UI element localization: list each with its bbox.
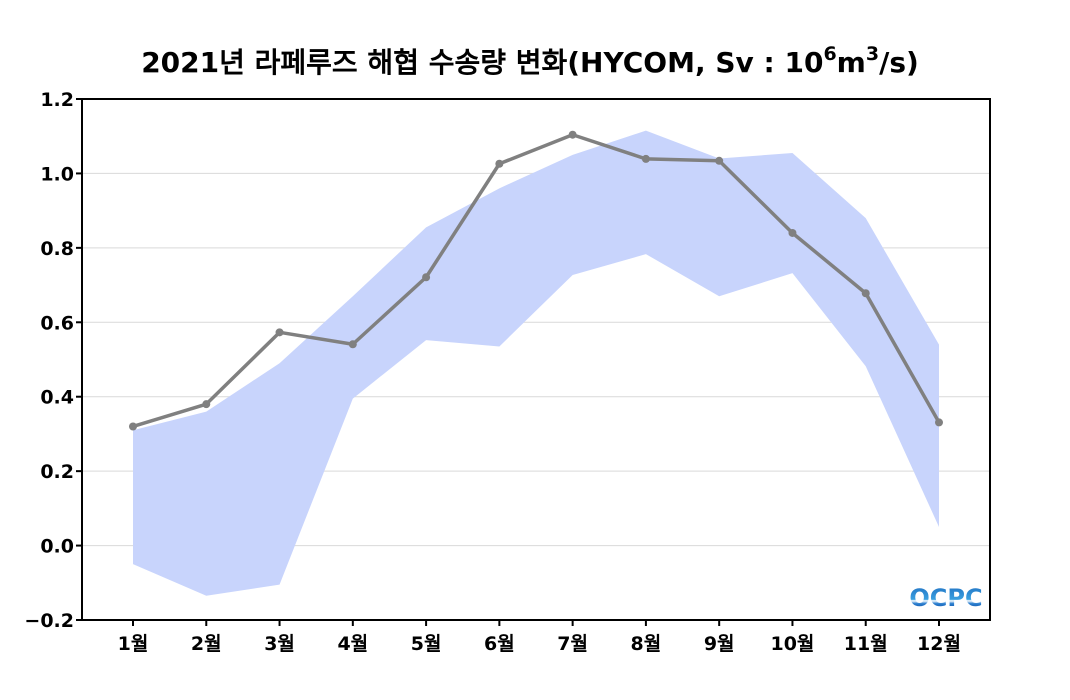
data-point — [935, 418, 943, 427]
data-point — [202, 400, 211, 409]
x-tick-label: 3월 — [264, 633, 295, 655]
range-band-area — [133, 130, 939, 596]
y-tick-label: 0.2 — [40, 461, 74, 483]
x-tick-label: 12월 — [917, 633, 961, 655]
x-tick-label: 5월 — [411, 633, 442, 655]
data-point — [495, 159, 504, 168]
ocpc-logo: OCPC — [909, 584, 982, 612]
y-tick-label: 0.6 — [40, 312, 74, 334]
x-tick-label: 10월 — [770, 633, 814, 655]
data-point — [275, 328, 284, 337]
y-tick-label: 0.0 — [40, 536, 74, 558]
x-tick-label: 11월 — [844, 633, 888, 655]
y-tick-label: 1.0 — [40, 163, 74, 185]
data-point — [568, 130, 577, 139]
chart-title: 2021년 라페루즈 해협 수송량 변화(HYCOM, Sv : 106m3/s… — [141, 43, 919, 79]
y-tick-label: 0.4 — [40, 387, 74, 409]
x-tick-label: 7월 — [557, 633, 588, 655]
x-tick-label: 8월 — [631, 633, 662, 655]
data-point — [641, 154, 650, 163]
series-line — [132, 132, 941, 429]
data-point — [422, 273, 431, 282]
x-axis: 1월 2월 3월 4월 5월 6월 7월 8월 9월 10월 11월 12월 — [118, 620, 961, 655]
y-tick-label: 1.2 — [40, 89, 74, 111]
y-tick-label: 0.8 — [40, 238, 74, 260]
data-point — [788, 228, 797, 237]
x-tick-label: 9월 — [704, 633, 735, 655]
plot-frame — [81, 98, 991, 621]
data-point — [715, 156, 724, 165]
x-tick-label: 2월 — [191, 633, 222, 655]
svg-text:OCPC: OCPC — [909, 584, 982, 612]
x-tick-label: 6월 — [484, 633, 515, 655]
x-tick-label: 4월 — [337, 633, 368, 655]
y-axis: −0.2 0.0 0.2 0.4 0.6 0.8 1.0 1.2 — [24, 89, 82, 632]
range-band — [133, 130, 939, 596]
data-point — [129, 422, 137, 431]
data-point — [348, 340, 357, 349]
y-tick-label: −0.2 — [24, 610, 74, 632]
series-2021 — [129, 130, 943, 431]
data-point — [861, 289, 870, 298]
x-tick-label: 1월 — [118, 633, 149, 655]
